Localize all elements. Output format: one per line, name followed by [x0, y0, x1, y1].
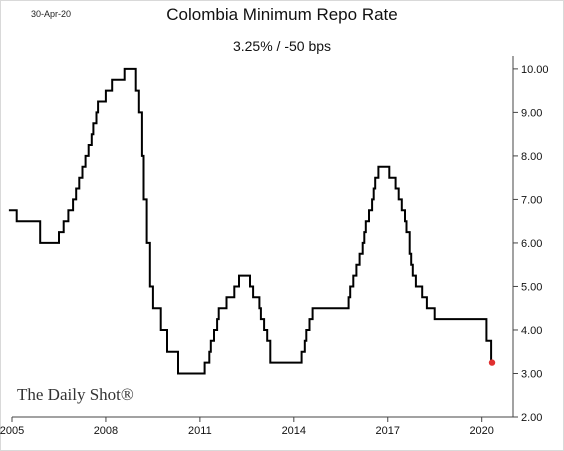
- x-tick-label: 2014: [282, 425, 306, 437]
- y-tick-label: 7.00: [521, 194, 542, 206]
- date-label: 30-Apr-20: [31, 9, 72, 19]
- y-tick-label: 5.00: [521, 281, 542, 293]
- x-tick-label: 2011: [188, 425, 212, 437]
- y-tick-label: 2.00: [521, 412, 542, 424]
- chart-title: Colombia Minimum Repo Rate: [166, 5, 398, 24]
- y-tick-label: 9.00: [521, 107, 542, 119]
- daily-shot-watermark: The Daily Shot®: [17, 385, 134, 404]
- axes-group: 2005 2008 2011 2014 2017 2020 2.00 3.00 4.00 5.00…: [0, 56, 549, 437]
- y-tick-label: 4.00: [521, 325, 542, 337]
- chart-subtitle: 3.25% / -50 bps: [232, 38, 332, 54]
- y-tick-label: 3.00: [521, 368, 542, 380]
- repo-rate-line: [8, 67, 493, 375]
- y-tick-label: 8.00: [521, 151, 542, 163]
- latest-value-marker: [488, 359, 496, 366]
- y-tick-label: 10.00: [521, 64, 549, 76]
- x-tick-label: 2008: [94, 425, 118, 437]
- y-tick-label: 6.00: [521, 238, 542, 250]
- series-group: [8, 67, 496, 375]
- x-tick-label: 2017: [376, 425, 400, 437]
- x-tick-label: 2005: [0, 425, 24, 437]
- x-tick-label: 2020: [469, 425, 493, 437]
